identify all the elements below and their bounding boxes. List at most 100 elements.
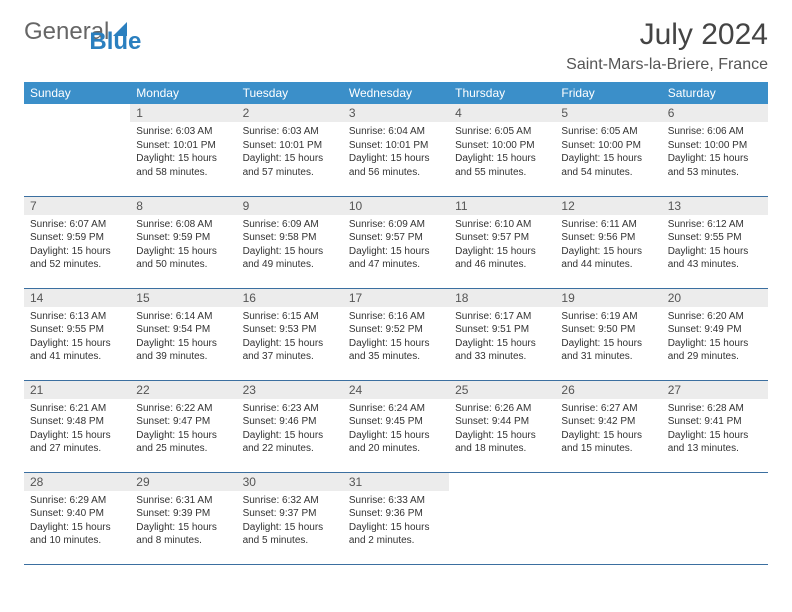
calendar-row: 28Sunrise: 6:29 AMSunset: 9:40 PMDayligh… (24, 472, 768, 564)
logo: General Blue (24, 18, 171, 46)
calendar-cell: 31Sunrise: 6:33 AMSunset: 9:36 PMDayligh… (343, 472, 449, 564)
day-number: 22 (130, 381, 236, 399)
calendar-row: 7Sunrise: 6:07 AMSunset: 9:59 PMDaylight… (24, 196, 768, 288)
day-number: 9 (237, 197, 343, 215)
calendar-cell: 11Sunrise: 6:10 AMSunset: 9:57 PMDayligh… (449, 196, 555, 288)
calendar-cell: 8Sunrise: 6:08 AMSunset: 9:59 PMDaylight… (130, 196, 236, 288)
calendar-cell: 25Sunrise: 6:26 AMSunset: 9:44 PMDayligh… (449, 380, 555, 472)
calendar-cell (24, 104, 130, 196)
title-block: July 2024 Saint-Mars-la-Briere, France (566, 18, 768, 74)
calendar-cell: 1Sunrise: 6:03 AMSunset: 10:01 PMDayligh… (130, 104, 236, 196)
calendar-cell: 2Sunrise: 6:03 AMSunset: 10:01 PMDayligh… (237, 104, 343, 196)
day-number: 3 (343, 104, 449, 122)
weekday-header: Friday (555, 82, 661, 104)
day-number: 27 (662, 381, 768, 399)
weekday-header: Monday (130, 82, 236, 104)
header: General Blue July 2024 Saint-Mars-la-Bri… (24, 18, 768, 74)
day-number: 21 (24, 381, 130, 399)
day-body: Sunrise: 6:29 AMSunset: 9:40 PMDaylight:… (24, 491, 130, 552)
day-body: Sunrise: 6:17 AMSunset: 9:51 PMDaylight:… (449, 307, 555, 368)
day-body: Sunrise: 6:08 AMSunset: 9:59 PMDaylight:… (130, 215, 236, 276)
calendar-cell: 4Sunrise: 6:05 AMSunset: 10:00 PMDayligh… (449, 104, 555, 196)
calendar-cell (555, 472, 661, 564)
day-number: 7 (24, 197, 130, 215)
day-number: 6 (662, 104, 768, 122)
calendar-cell: 7Sunrise: 6:07 AMSunset: 9:59 PMDaylight… (24, 196, 130, 288)
day-number: 12 (555, 197, 661, 215)
day-body: Sunrise: 6:12 AMSunset: 9:55 PMDaylight:… (662, 215, 768, 276)
calendar-cell: 29Sunrise: 6:31 AMSunset: 9:39 PMDayligh… (130, 472, 236, 564)
weekday-header-row: SundayMondayTuesdayWednesdayThursdayFrid… (24, 82, 768, 104)
calendar-cell (662, 472, 768, 564)
weekday-header: Saturday (662, 82, 768, 104)
calendar-cell: 27Sunrise: 6:28 AMSunset: 9:41 PMDayligh… (662, 380, 768, 472)
month-title: July 2024 (566, 18, 768, 52)
day-body: Sunrise: 6:23 AMSunset: 9:46 PMDaylight:… (237, 399, 343, 460)
day-body: Sunrise: 6:27 AMSunset: 9:42 PMDaylight:… (555, 399, 661, 460)
calendar-cell: 22Sunrise: 6:22 AMSunset: 9:47 PMDayligh… (130, 380, 236, 472)
calendar-cell: 9Sunrise: 6:09 AMSunset: 9:58 PMDaylight… (237, 196, 343, 288)
day-body: Sunrise: 6:11 AMSunset: 9:56 PMDaylight:… (555, 215, 661, 276)
day-body: Sunrise: 6:16 AMSunset: 9:52 PMDaylight:… (343, 307, 449, 368)
calendar-row: 1Sunrise: 6:03 AMSunset: 10:01 PMDayligh… (24, 104, 768, 196)
day-number: 29 (130, 473, 236, 491)
day-body: Sunrise: 6:09 AMSunset: 9:57 PMDaylight:… (343, 215, 449, 276)
day-number: 25 (449, 381, 555, 399)
calendar-cell: 18Sunrise: 6:17 AMSunset: 9:51 PMDayligh… (449, 288, 555, 380)
day-number: 15 (130, 289, 236, 307)
day-body: Sunrise: 6:14 AMSunset: 9:54 PMDaylight:… (130, 307, 236, 368)
day-body: Sunrise: 6:20 AMSunset: 9:49 PMDaylight:… (662, 307, 768, 368)
day-body: Sunrise: 6:31 AMSunset: 9:39 PMDaylight:… (130, 491, 236, 552)
day-number: 2 (237, 104, 343, 122)
day-number: 10 (343, 197, 449, 215)
calendar-cell: 24Sunrise: 6:24 AMSunset: 9:45 PMDayligh… (343, 380, 449, 472)
calendar-cell: 6Sunrise: 6:06 AMSunset: 10:00 PMDayligh… (662, 104, 768, 196)
day-number: 4 (449, 104, 555, 122)
day-body: Sunrise: 6:03 AMSunset: 10:01 PMDaylight… (130, 122, 236, 183)
day-body: Sunrise: 6:22 AMSunset: 9:47 PMDaylight:… (130, 399, 236, 460)
calendar-body: 1Sunrise: 6:03 AMSunset: 10:01 PMDayligh… (24, 104, 768, 564)
calendar-row: 14Sunrise: 6:13 AMSunset: 9:55 PMDayligh… (24, 288, 768, 380)
day-body: Sunrise: 6:33 AMSunset: 9:36 PMDaylight:… (343, 491, 449, 552)
calendar-cell: 13Sunrise: 6:12 AMSunset: 9:55 PMDayligh… (662, 196, 768, 288)
calendar-row: 21Sunrise: 6:21 AMSunset: 9:48 PMDayligh… (24, 380, 768, 472)
calendar-cell: 14Sunrise: 6:13 AMSunset: 9:55 PMDayligh… (24, 288, 130, 380)
day-body: Sunrise: 6:07 AMSunset: 9:59 PMDaylight:… (24, 215, 130, 276)
calendar-cell: 16Sunrise: 6:15 AMSunset: 9:53 PMDayligh… (237, 288, 343, 380)
logo-text-blue: Blue (89, 28, 141, 56)
day-number: 26 (555, 381, 661, 399)
day-body: Sunrise: 6:32 AMSunset: 9:37 PMDaylight:… (237, 491, 343, 552)
day-number: 30 (237, 473, 343, 491)
day-body: Sunrise: 6:13 AMSunset: 9:55 PMDaylight:… (24, 307, 130, 368)
day-body: Sunrise: 6:21 AMSunset: 9:48 PMDaylight:… (24, 399, 130, 460)
day-number: 17 (343, 289, 449, 307)
calendar-cell: 21Sunrise: 6:21 AMSunset: 9:48 PMDayligh… (24, 380, 130, 472)
calendar-cell (449, 472, 555, 564)
day-body: Sunrise: 6:06 AMSunset: 10:00 PMDaylight… (662, 122, 768, 183)
calendar-cell: 28Sunrise: 6:29 AMSunset: 9:40 PMDayligh… (24, 472, 130, 564)
calendar-cell: 17Sunrise: 6:16 AMSunset: 9:52 PMDayligh… (343, 288, 449, 380)
location: Saint-Mars-la-Briere, France (566, 56, 768, 74)
day-number: 8 (130, 197, 236, 215)
day-body: Sunrise: 6:03 AMSunset: 10:01 PMDaylight… (237, 122, 343, 183)
day-body: Sunrise: 6:05 AMSunset: 10:00 PMDaylight… (555, 122, 661, 183)
day-body: Sunrise: 6:10 AMSunset: 9:57 PMDaylight:… (449, 215, 555, 276)
calendar-table: SundayMondayTuesdayWednesdayThursdayFrid… (24, 82, 768, 565)
day-number: 14 (24, 289, 130, 307)
day-number: 19 (555, 289, 661, 307)
calendar-cell: 30Sunrise: 6:32 AMSunset: 9:37 PMDayligh… (237, 472, 343, 564)
day-body: Sunrise: 6:24 AMSunset: 9:45 PMDaylight:… (343, 399, 449, 460)
day-number: 28 (24, 473, 130, 491)
day-number: 13 (662, 197, 768, 215)
day-number: 24 (343, 381, 449, 399)
day-body: Sunrise: 6:09 AMSunset: 9:58 PMDaylight:… (237, 215, 343, 276)
day-body: Sunrise: 6:04 AMSunset: 10:01 PMDaylight… (343, 122, 449, 183)
day-number: 1 (130, 104, 236, 122)
day-body: Sunrise: 6:05 AMSunset: 10:00 PMDaylight… (449, 122, 555, 183)
day-number: 18 (449, 289, 555, 307)
calendar-cell: 5Sunrise: 6:05 AMSunset: 10:00 PMDayligh… (555, 104, 661, 196)
calendar-cell: 12Sunrise: 6:11 AMSunset: 9:56 PMDayligh… (555, 196, 661, 288)
day-body: Sunrise: 6:19 AMSunset: 9:50 PMDaylight:… (555, 307, 661, 368)
weekday-header: Tuesday (237, 82, 343, 104)
day-number: 16 (237, 289, 343, 307)
